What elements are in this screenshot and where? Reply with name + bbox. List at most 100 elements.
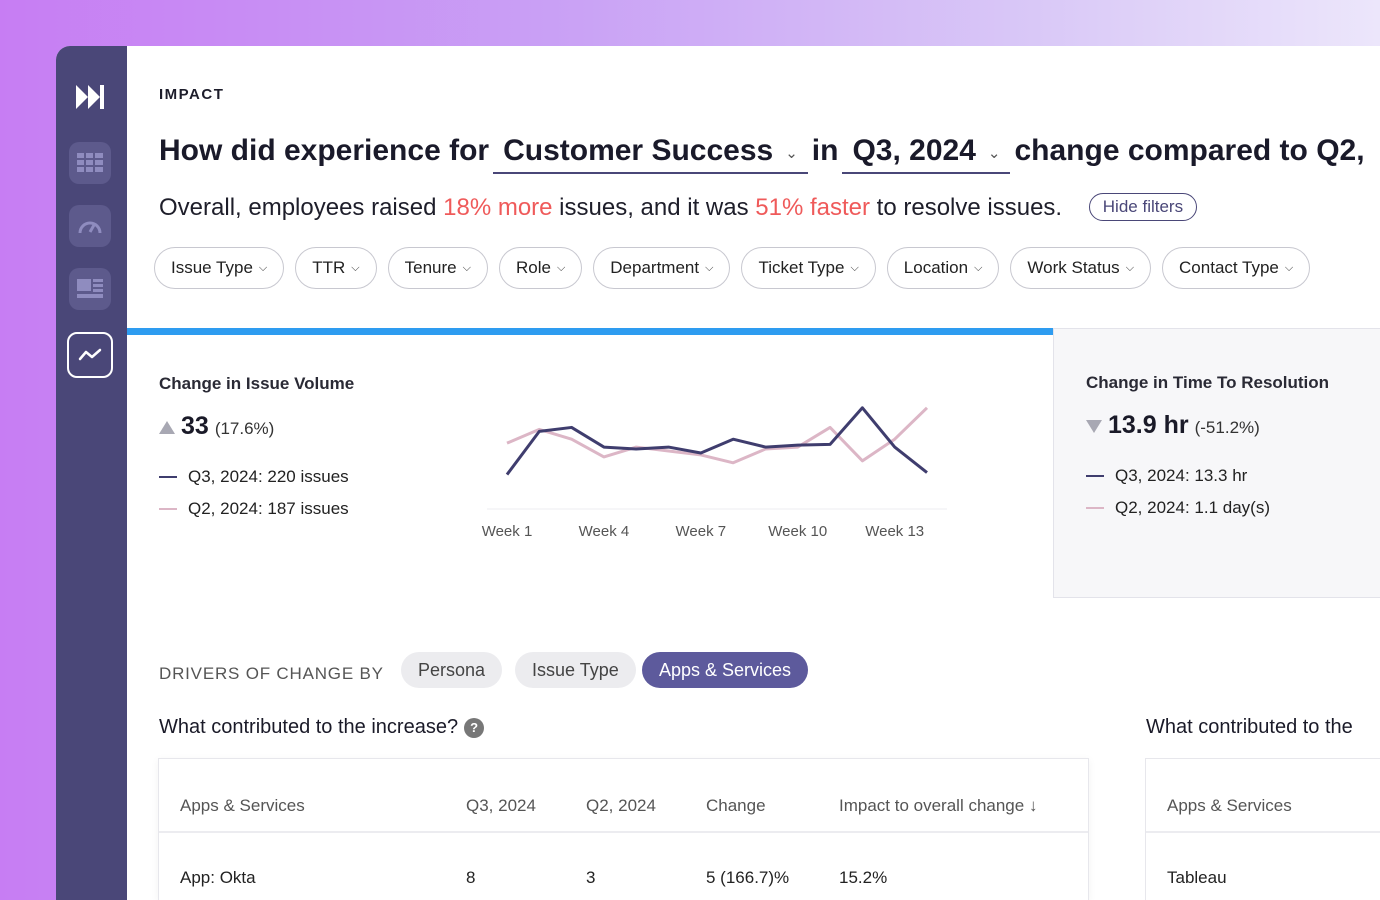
legend-q3: Q3, 2024: 220 issues bbox=[159, 467, 349, 487]
x-tick-label: Week 13 bbox=[865, 523, 924, 540]
col-header-apps[interactable]: Apps & Services bbox=[180, 796, 305, 815]
header-divider bbox=[1146, 831, 1380, 833]
ttr-title: Change in Time To Resolution bbox=[1086, 373, 1330, 392]
filter-label: Ticket Type bbox=[758, 258, 845, 277]
table-cell-app[interactable]: App: Okta bbox=[180, 868, 256, 887]
period-select[interactable]: Q3, 2024 ⌄ bbox=[842, 134, 1011, 174]
legend-swatch bbox=[1086, 475, 1104, 477]
app-window: IMPACT How did experience for Customer S… bbox=[56, 46, 1380, 900]
decrease-title: What contributed to the bbox=[1146, 716, 1353, 739]
ttr-card[interactable] bbox=[1053, 328, 1380, 598]
summary-line: Overall, employees raised 18% more issue… bbox=[159, 192, 1198, 223]
filter-location[interactable]: Location ⌵ bbox=[886, 247, 1000, 289]
team-select[interactable]: Customer Success ⌄ bbox=[493, 134, 808, 174]
grid-icon[interactable] bbox=[69, 142, 111, 184]
chevron-down-icon: ⌵ bbox=[556, 261, 566, 274]
table-cell-change: 5 (166.7)% bbox=[706, 868, 790, 887]
col-header-q3[interactable]: Q3, 2024 bbox=[466, 796, 536, 815]
filter-ticket-type[interactable]: Ticket Type ⌵ bbox=[741, 247, 876, 289]
dashboard-icon[interactable] bbox=[69, 268, 111, 310]
triangle-up-icon bbox=[159, 421, 175, 434]
title-prefix: How did experience for bbox=[159, 134, 490, 167]
filter-bar: Issue Type ⌵ TTR ⌵ Tenure ⌵ Role ⌵ Departmen… bbox=[154, 247, 1311, 289]
legend-swatch bbox=[159, 476, 177, 478]
filter-label: Location bbox=[903, 258, 969, 277]
tab-apps-services[interactable]: Apps & Services bbox=[642, 652, 809, 688]
filter-tenure[interactable]: Tenure ⌵ bbox=[387, 247, 488, 289]
col-header-q2[interactable]: Q2, 2024 bbox=[586, 796, 656, 815]
issue-volume-card[interactable] bbox=[127, 328, 1054, 598]
hide-filters-button[interactable]: Hide filters bbox=[1088, 192, 1198, 221]
summary-text-3: to resolve issues. bbox=[870, 194, 1063, 221]
filter-issue-type[interactable]: Issue Type ⌵ bbox=[154, 247, 285, 289]
logo-icon[interactable] bbox=[74, 82, 106, 112]
chevron-down-icon: ⌵ bbox=[1125, 261, 1135, 274]
legend-swatch bbox=[1086, 507, 1104, 509]
sidebar bbox=[56, 46, 127, 900]
filter-contact-type[interactable]: Contact Type ⌵ bbox=[1162, 247, 1311, 289]
summary-faster: 51% faster bbox=[755, 194, 871, 221]
chevron-down-icon: ⌵ bbox=[974, 261, 983, 274]
filter-label: Work Status bbox=[1027, 258, 1120, 277]
filter-department[interactable]: Department ⌵ bbox=[593, 247, 731, 289]
x-tick-label: Week 7 bbox=[676, 523, 727, 540]
chevron-down-icon: ⌵ bbox=[351, 261, 360, 274]
increase-title: What contributed to the increase? ? bbox=[159, 716, 485, 739]
filter-work-status[interactable]: Work Status ⌵ bbox=[1010, 247, 1152, 289]
issue-volume-number: 33 bbox=[181, 412, 209, 440]
decrease-table: Apps & Services Tableau bbox=[1145, 758, 1380, 900]
triangle-down-icon bbox=[1086, 420, 1102, 433]
filter-label: Role bbox=[515, 258, 551, 277]
filter-label: Issue Type bbox=[171, 258, 253, 277]
table-cell-app[interactable]: Tableau bbox=[1167, 868, 1227, 887]
legend-q2-label: Q2, 2024: 187 issues bbox=[188, 499, 349, 518]
chevron-down-icon: ⌵ bbox=[705, 261, 714, 274]
col-header-change[interactable]: Change bbox=[706, 796, 766, 815]
col-header-impact[interactable]: Impact to overall change ↓ bbox=[839, 796, 1038, 815]
col-header-apps[interactable]: Apps & Services bbox=[1167, 796, 1292, 815]
x-tick-label: Week 4 bbox=[579, 523, 630, 540]
team-select-value: Customer Success bbox=[503, 134, 774, 167]
increase-table: Apps & Services Q3, 2024 Q2, 2024 Change… bbox=[158, 758, 1089, 900]
ttr-pct: (-51.2%) bbox=[1194, 418, 1260, 437]
section-eyebrow: IMPACT bbox=[159, 86, 225, 103]
chevron-down-icon: ⌵ bbox=[258, 261, 268, 274]
legend-q3-label: Q3, 2024: 220 issues bbox=[188, 467, 349, 486]
period-select-value: Q3, 2024 bbox=[852, 134, 976, 167]
filter-role[interactable]: Role ⌵ bbox=[498, 247, 583, 289]
help-icon[interactable]: ? bbox=[464, 717, 485, 738]
legend-q2: Q2, 2024: 187 issues bbox=[159, 499, 349, 519]
tab-persona[interactable]: Persona bbox=[401, 652, 503, 688]
ttr-value: 13.9 hr (-51.2%) bbox=[1086, 411, 1260, 440]
drivers-label: DRIVERS OF CHANGE BY bbox=[159, 664, 384, 683]
ttr-legend-q2-label: Q2, 2024: 1.1 day(s) bbox=[1115, 498, 1270, 517]
summary-text-2: issues, and it was bbox=[552, 194, 756, 221]
trend-icon[interactable] bbox=[67, 332, 113, 378]
issue-volume-chart: Week 1 Week 4 Week 7 Week 10 Week 13 bbox=[482, 406, 947, 540]
filter-ttr[interactable]: TTR ⌵ bbox=[295, 247, 377, 289]
issue-volume-title: Change in Issue Volume bbox=[159, 374, 355, 393]
ttr-legend-q3-label: Q3, 2024: 13.3 hr bbox=[1115, 466, 1248, 485]
title-suffix: change compared to Q2, bbox=[1014, 134, 1365, 167]
main-content: IMPACT How did experience for Customer S… bbox=[127, 46, 1380, 900]
filter-label: TTR bbox=[312, 258, 346, 277]
table-cell-q2: 3 bbox=[586, 868, 596, 887]
filter-label: Contact Type bbox=[1179, 258, 1279, 277]
header-divider bbox=[159, 831, 1088, 833]
legend-swatch bbox=[159, 508, 177, 510]
issue-volume-value: 33 (17.6%) bbox=[159, 412, 274, 441]
chevron-down-icon: ⌵ bbox=[850, 261, 859, 274]
title-mid: in bbox=[811, 134, 839, 167]
filter-label: Tenure bbox=[404, 258, 457, 277]
chevron-down-icon: ⌄ bbox=[987, 145, 1001, 162]
decrease-title-text: What contributed to the bbox=[1146, 716, 1353, 738]
table-cell-q3: 8 bbox=[466, 868, 476, 887]
series-q2-line[interactable] bbox=[506, 406, 929, 465]
ttr-legend-q2: Q2, 2024: 1.1 day(s) bbox=[1086, 498, 1270, 518]
series-q3-line[interactable] bbox=[505, 406, 928, 476]
x-tick-label: Week 1 bbox=[482, 523, 533, 540]
tab-issue-type[interactable]: Issue Type bbox=[515, 652, 636, 688]
issue-volume-pct: (17.6%) bbox=[214, 419, 275, 438]
chevron-down-icon: ⌵ bbox=[462, 261, 471, 274]
gauge-icon[interactable] bbox=[69, 205, 111, 247]
